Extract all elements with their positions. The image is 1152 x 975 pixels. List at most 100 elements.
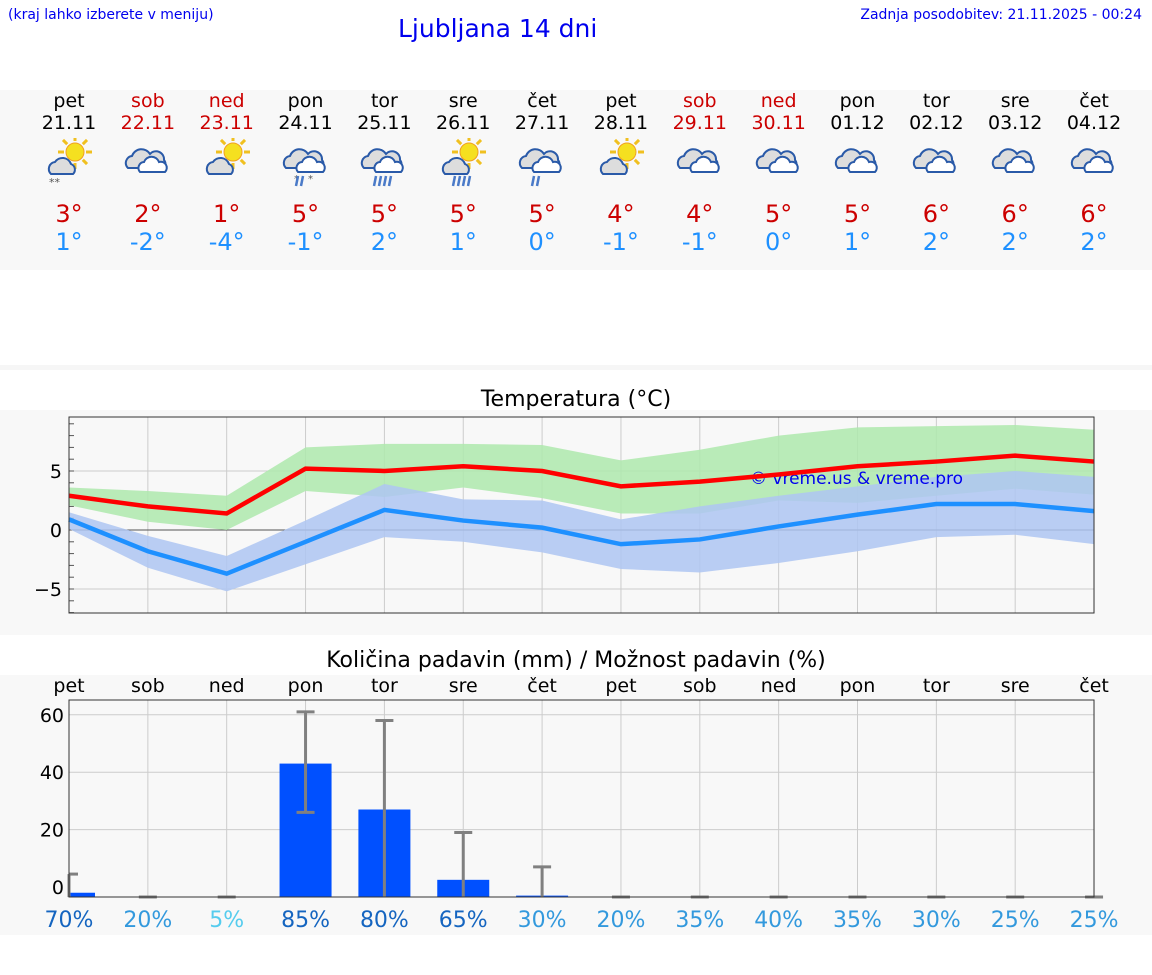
day-name: pet [53,90,85,112]
max-temp: 3° [55,200,83,228]
x-day-label: ned [209,675,245,697]
precip-probability: 65% [439,908,488,933]
clouds-icon [108,138,188,200]
min-temp: 0° [765,228,793,256]
clouds-icon [739,138,819,200]
max-temp: 5° [843,200,872,228]
day-date: 24.11 [278,112,333,134]
y-tick-label: 5 [50,461,62,483]
day-column: pet 28.11 4° -1° [581,90,661,256]
day-name: tor [922,90,950,112]
x-day-label: pon [288,675,324,697]
day-name: čet [1079,90,1109,112]
page-title: Ljubljana 14 dni [398,14,598,43]
precip-probability: 5% [209,908,244,933]
precip-probability: 30% [518,908,567,933]
min-temp-band [69,471,1095,592]
day-column: tor 02.12 6° 2° [896,90,976,256]
clouds-rain-icon [344,138,424,200]
min-temp: -1° [602,228,639,256]
x-day-label: čet [1079,675,1109,697]
sun-cloud-snow-icon: ** [29,138,109,200]
y-tick-label: 0 [50,520,62,542]
last-updated: Zadnja posodobitev: 21.11.2025 - 00:24 [860,7,1142,23]
day-column: ned 23.11 1° -4° [187,90,267,256]
day-date: 23.11 [199,112,254,134]
day-date: 26.11 [436,112,491,134]
day-date: 29.11 [672,112,727,134]
day-name: pon [839,90,876,112]
day-column: tor 25.11 5° 2° [344,90,424,256]
day-date: 03.12 [987,112,1043,134]
precip-probability: 70% [45,908,94,933]
clouds-light-rain-icon [502,138,582,200]
day-name: ned [760,90,797,112]
day-name: pon [287,90,324,112]
day-column: ned 30.11 5° 0° [739,90,819,256]
precip-probability: 35% [675,908,724,933]
max-temp: 5° [765,200,793,228]
precip-bar [69,892,95,897]
day-date: 21.11 [41,112,97,134]
x-day-label: sob [683,675,717,697]
day-date: 27.11 [514,112,570,134]
x-day-label: pon [840,675,876,697]
day-column: čet 27.11 5° 0° [502,90,582,256]
x-day-label: sre [1001,675,1030,697]
min-temp: 2° [1001,228,1029,256]
day-column: čet 04.12 6° 2° [1054,90,1134,256]
clouds-icon [896,138,976,200]
x-day-label: sre [449,675,478,697]
precip-probability: 35% [833,908,882,933]
day-name: tor [370,90,398,112]
min-temp: 2° [922,228,950,256]
x-day-label: tor [371,675,398,697]
day-date: 01.12 [830,112,885,134]
x-day-label: čet [527,675,557,697]
y-tick-label: 60 [40,705,64,727]
y-tick-label: 20 [40,820,64,842]
y-tick-label: 40 [40,762,64,784]
min-temp: -2° [129,228,166,256]
temperature-chart-title: Temperatura (°C) [480,387,672,412]
temperature-chart: 50−5© vreme.us & vreme.pro [34,416,1095,614]
x-day-label: tor [923,675,950,697]
precip-probability: 80% [360,908,409,933]
max-temp: 2° [134,200,162,228]
max-temp: 4° [607,200,635,228]
min-temp: 2° [370,228,399,256]
precip-probability: 20% [596,908,645,933]
precip-probability: 30% [912,908,961,933]
day-date: 25.11 [357,112,412,134]
day-date: 30.11 [751,112,806,134]
precip-probability: 20% [123,908,172,933]
precip-probability: 40% [754,908,803,933]
max-temp: 6° [922,200,950,228]
sun-cloud-icon [581,138,661,200]
min-temp: -1° [287,228,324,256]
min-temp: -1° [681,228,718,256]
max-temp: 4° [686,200,714,228]
plot-area [69,700,1094,897]
y-tick-label: 0 [52,877,64,899]
svg-text:*: * [308,174,313,185]
day-name: ned [208,90,245,112]
day-name: sob [683,90,717,112]
x-day-label: pet [53,675,84,697]
plot-border [68,699,1095,898]
min-temp-line [68,501,1095,577]
precipitation-chart-title: Količina padavin (mm) / Možnost padavin … [326,648,826,673]
min-temp: 1° [55,228,83,256]
location-hint: (kraj lahko izberete v meniju) [8,7,214,23]
clouds-icon [1054,138,1134,200]
x-day-label: sob [131,675,165,697]
day-name: pet [605,90,637,112]
day-column: pon 24.11 ** 5° -1° [266,90,346,256]
clouds-icon [975,138,1055,200]
sun-cloud-rain-icon [423,138,503,200]
day-name: sre [448,90,478,112]
divider [0,365,1152,370]
day-column: sre 03.12 6° 2° [975,90,1055,256]
min-temp: 1° [449,228,477,256]
min-temp: 1° [843,228,872,256]
